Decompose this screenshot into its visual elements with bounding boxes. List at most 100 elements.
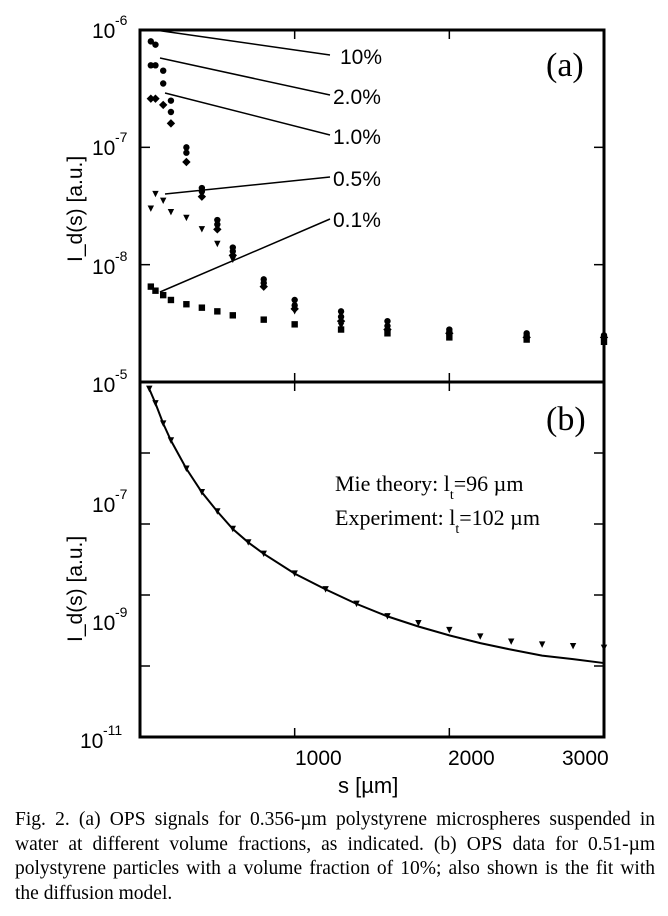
data-point-a-0-1- [147,283,155,290]
annotation-1pct: 1.0% [333,126,381,149]
data-point-b [569,643,577,650]
svg-text:-5: -5 [115,366,128,382]
data-point-a-0-5- [337,322,345,330]
data-point-a-10- [152,41,159,48]
annotation-2pct: 2.0% [333,86,381,109]
panel-a-ytick-1e-8: 10 -8 [92,248,128,279]
data-point-a-2-0- [198,188,206,195]
data-point-a-0-5- [167,209,175,216]
data-point-a-10- [384,317,391,325]
data-point-a-0-5- [147,205,155,212]
data-point-a-0-1- [600,338,608,346]
data-point-b [600,644,608,652]
xtick-1000: 1000 [295,747,342,770]
data-point-a-0-1- [183,301,190,308]
data-point-a-0-1- [167,296,175,304]
data-point-b [446,626,453,634]
panel-a-ytick-1e-5: 10 -5 [92,366,128,397]
svg-text:10: 10 [80,730,103,753]
data-point-a-10- [147,38,155,45]
data-point-a-0-1- [160,291,167,299]
panel-b-label: (b) [546,401,586,438]
mie-theory-annotation: Mie theory: lt=96 µm [335,471,523,503]
data-point-a-0-1- [523,336,530,343]
data-point-a-10- [291,296,298,304]
data-point-a-1-0- [197,192,207,201]
data-point-a-0-5- [160,197,167,205]
panel-b-y-axis-label: I_d(s) [a.u.] [64,536,87,642]
data-point-a-2-0- [160,80,167,87]
data-point-a-0-1- [337,326,345,333]
data-point-a-0-1- [229,312,236,319]
panel-b-ytick-1e-9: 10 -9 [92,604,128,635]
panel-a-frame [138,28,606,384]
figure: (a) (b) 10 -6 10 -7 10 -8 10 -5 10 -7 10… [64,12,609,798]
svg-text:-7: -7 [115,486,128,502]
annotation-0-1pct: 0.1% [333,209,381,232]
data-point-a-0-1- [260,316,267,323]
data-point-a-1-0- [166,119,176,128]
svg-text:10: 10 [92,494,115,517]
panel-a-label: (a) [546,47,584,84]
annotation-0-5pct: 0.5% [333,168,381,191]
svg-text:-7: -7 [115,129,128,145]
svg-text:10: 10 [92,20,115,43]
data-point-a-10- [160,67,167,74]
data-point-b [415,620,422,627]
fit-line [148,388,605,665]
data-point-a-0-1- [446,334,453,341]
figure-caption: Fig. 2. (a) OPS signals for 0.356-µm pol… [15,809,655,904]
svg-text:10: 10 [92,256,115,279]
data-point-a-0-5- [260,283,267,290]
data-point-b [508,638,515,645]
data-point-a-2-0- [147,62,155,69]
svg-text:10: 10 [92,612,115,635]
panel-b-frame [138,380,606,739]
data-point-a-2-0- [183,149,190,156]
panel-a-ytick-1e-6: 10 -6 [92,12,128,43]
svg-text:-11: -11 [103,722,122,738]
panel-a-annotations: 10% 2.0% 1.0% 0.5% 0.1% [154,29,382,293]
data-point-a-2-0- [152,62,159,69]
annotation-10pct: 10% [340,46,382,69]
data-point-a-0-5- [183,214,190,222]
data-point-a-1-0- [151,94,160,103]
panel-b-ytick-1e-7: 10 -7 [92,486,128,517]
data-point-b [538,641,546,648]
x-axis-label: s [µm] [338,773,398,798]
panel-a-y-axis-label: I_d(s) [a.u.] [64,156,87,262]
data-point-a-0-5- [198,226,206,233]
svg-text:10: 10 [92,137,115,160]
panel-b-data [146,385,608,665]
data-point-a-0-5- [291,308,298,315]
data-point-a-1-0- [159,100,168,110]
data-point-a-10- [214,216,221,224]
data-point-a-2-0- [167,108,175,116]
panel-a-ytick-1e-7: 10 -7 [92,129,128,160]
xtick-2000: 2000 [448,747,495,770]
data-point-a-2-0- [337,313,345,320]
experiment-annotation: Experiment: lt=102 µm [335,505,540,537]
data-point-a-2-0- [214,221,221,228]
data-point-b [477,633,484,640]
data-point-a-0-5- [152,190,159,198]
data-point-a-0-1- [384,330,391,337]
svg-text:-6: -6 [115,12,128,28]
svg-text:10: 10 [92,374,115,397]
data-point-a-10- [337,308,345,315]
data-point-a-10- [167,97,175,104]
data-point-a-1-0- [182,157,191,167]
svg-text:-8: -8 [115,248,128,264]
data-point-a-0-5- [214,240,221,248]
data-point-a-1-0- [146,94,156,103]
data-point-a-0-1- [214,308,221,315]
panel-b-ytick-1e-11: 10 -11 [80,722,122,753]
data-point-a-0-1- [198,304,206,311]
xtick-3000: 3000 [562,747,609,770]
data-point-a-0-1- [152,287,159,294]
data-point-a-1-0- [213,225,222,234]
axis-ticks [140,29,604,737]
data-point-a-0-1- [291,321,298,328]
svg-text:-9: -9 [115,604,128,620]
data-point-a-0-5- [229,256,236,264]
